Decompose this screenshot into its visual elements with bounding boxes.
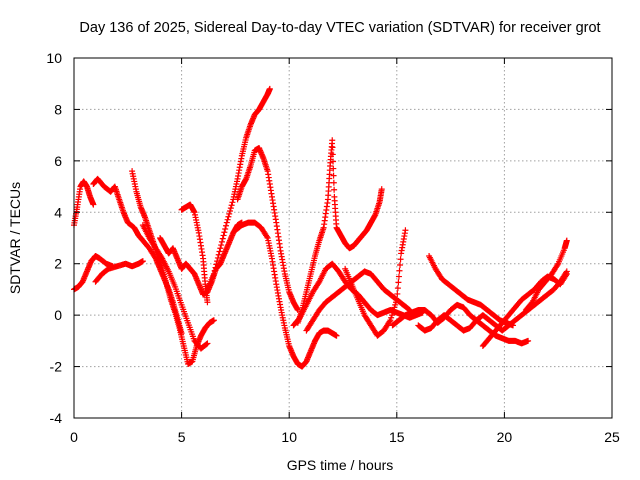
x-tick-label: 25	[604, 429, 620, 445]
series-sat-j	[234, 145, 301, 313]
series-sat-f	[139, 222, 211, 352]
data-point	[204, 340, 211, 347]
x-tick-label: 5	[178, 429, 186, 445]
chart-title: Day 136 of 2025, Sidereal Day-to-day VTE…	[79, 20, 600, 36]
data-marks	[71, 85, 570, 370]
data-point	[510, 322, 517, 329]
data-point	[394, 285, 401, 292]
data-point	[218, 242, 225, 249]
data-point	[563, 271, 570, 277]
data-point	[386, 318, 393, 325]
data-point	[203, 341, 210, 348]
data-point	[330, 165, 337, 172]
data-point	[330, 172, 337, 179]
data-point	[563, 237, 570, 244]
series-sat-e	[129, 168, 217, 367]
series-sat-d	[92, 258, 146, 285]
data-point	[395, 273, 402, 280]
data-point	[330, 158, 337, 165]
y-tick-label: 6	[54, 153, 62, 169]
data-point	[378, 186, 385, 193]
x-tick-label: 15	[389, 429, 405, 445]
data-point	[218, 238, 225, 245]
series-sat-i	[204, 85, 273, 293]
data-point	[554, 262, 561, 268]
data-point	[220, 232, 227, 239]
data-point	[329, 144, 336, 151]
data-point	[263, 233, 270, 240]
data-point	[266, 85, 273, 92]
data-point	[229, 199, 236, 206]
series-sat-l	[294, 137, 385, 326]
data-point	[397, 262, 404, 268]
data-point	[222, 226, 229, 232]
data-point	[333, 332, 340, 339]
data-point	[397, 256, 404, 263]
data-point	[225, 213, 232, 220]
data-point	[217, 245, 224, 252]
series-sat-h	[178, 201, 211, 306]
y-tick-label: 8	[54, 101, 62, 117]
series-sat-r	[426, 253, 517, 329]
data-point	[525, 337, 532, 344]
data-point	[396, 267, 403, 274]
y-axis-label: SDTVAR / TECUs	[7, 182, 23, 294]
x-axis-label: GPS time / hours	[287, 457, 394, 473]
series-sat-o	[342, 227, 409, 339]
data-point	[393, 296, 400, 303]
data-point	[224, 216, 231, 223]
series-sat-g	[157, 219, 245, 298]
data-point	[139, 258, 146, 265]
data-point	[210, 271, 217, 277]
data-point	[223, 219, 230, 226]
data-point	[329, 151, 336, 158]
data-point	[216, 248, 223, 255]
y-tick-label: -2	[50, 359, 63, 375]
data-point	[330, 179, 337, 186]
data-point	[219, 235, 226, 242]
data-point	[227, 205, 234, 212]
data-point	[329, 137, 336, 144]
y-tick-label: 10	[46, 50, 62, 66]
data-point	[214, 258, 221, 265]
data-point	[212, 264, 219, 271]
data-point	[90, 201, 97, 208]
data-point	[563, 272, 570, 279]
data-point	[210, 317, 217, 324]
data-point	[394, 290, 401, 297]
x-tick-label: 0	[70, 429, 78, 445]
x-tick-label: 20	[497, 429, 513, 445]
data-point	[213, 261, 220, 268]
series-sat-t	[522, 237, 570, 313]
data-point	[228, 202, 235, 209]
x-tick-label: 10	[281, 429, 297, 445]
y-tick-label: 4	[54, 204, 62, 220]
data-point	[221, 229, 228, 236]
series-sat-k	[232, 219, 340, 370]
data-point	[331, 186, 338, 193]
y-tick-label: 2	[54, 256, 62, 272]
data-point	[211, 267, 218, 274]
y-tick-label: -4	[50, 410, 63, 426]
series-sat-b	[71, 178, 97, 229]
series-sat-p	[389, 301, 532, 347]
axis-ticks: 0 5 10 15 20 25 -4 -2 0 2 4 6 8 10	[46, 50, 620, 445]
data-point	[395, 279, 402, 286]
data-point	[402, 227, 409, 234]
data-point	[227, 208, 234, 214]
y-tick-label: 0	[54, 307, 62, 323]
data-point	[214, 254, 221, 261]
data-point	[215, 251, 222, 258]
data-point	[226, 210, 233, 217]
data-point	[222, 222, 229, 229]
data-point	[204, 299, 211, 306]
plot-frame	[73, 57, 613, 419]
series-sat-a	[71, 253, 116, 293]
